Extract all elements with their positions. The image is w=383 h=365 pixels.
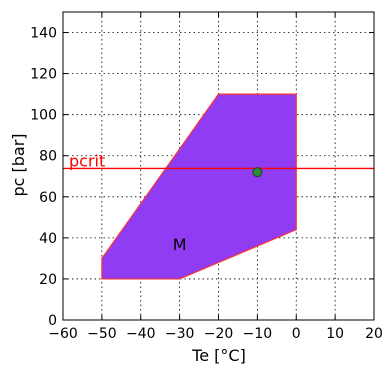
x-tick-label: 20 <box>365 326 383 342</box>
y-tick-label: 80 <box>39 149 57 165</box>
point-layer <box>252 167 263 178</box>
reference-line-layer: pcrit <box>63 151 374 170</box>
y-tick-label: 40 <box>39 231 57 247</box>
x-tick-label: −20 <box>204 326 234 342</box>
operating-point <box>252 167 263 178</box>
x-tick-label: −60 <box>48 326 78 342</box>
x-tick-label: 0 <box>292 326 301 342</box>
annotation-layer: M <box>173 235 187 254</box>
y-tick-label: 60 <box>39 190 57 206</box>
y-tick-label: 100 <box>30 108 57 124</box>
polygon-layer <box>101 93 297 280</box>
x-tick-label: −10 <box>243 326 273 342</box>
x-tick-label: −50 <box>87 326 117 342</box>
tick-layer: −60 −50 −40 −30 −20 −10 0 10 20 0 20 40 60 80 100 120 14… <box>30 12 383 342</box>
envelope-polygon <box>101 93 297 280</box>
x-axis-title: Te [°C] <box>191 346 246 365</box>
x-tick-label: −40 <box>126 326 156 342</box>
x-tick-label: −30 <box>165 326 195 342</box>
region-label: M <box>173 235 187 254</box>
y-tick-label: 140 <box>30 26 57 42</box>
y-axis-title: pc [bar] <box>9 133 28 196</box>
pcrit-label: pcrit <box>69 151 105 170</box>
y-tick-label: 120 <box>30 67 57 83</box>
y-tick-label: 20 <box>39 272 57 288</box>
x-tick-label: 10 <box>326 326 344 342</box>
y-tick-label: 0 <box>48 313 57 329</box>
